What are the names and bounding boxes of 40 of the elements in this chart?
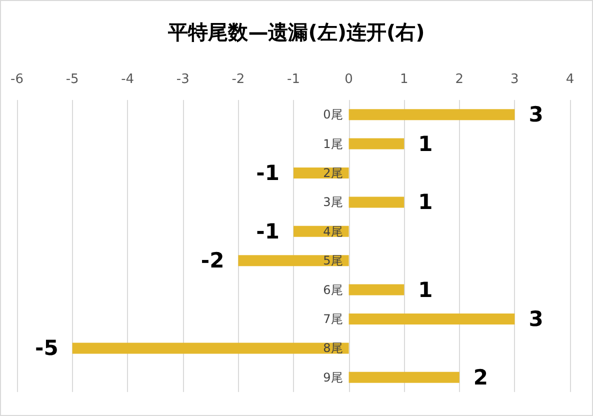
y-tick-label: 0尾	[323, 108, 343, 122]
y-tick-label: 1尾	[323, 136, 343, 151]
data-label: 1	[418, 190, 433, 214]
data-label: -1	[256, 161, 280, 185]
data-label: 3	[528, 307, 544, 331]
data-label: 1	[418, 132, 433, 156]
data-label: 2	[473, 365, 488, 390]
x-tick-label: 2	[455, 72, 464, 87]
x-tick-label: 3	[510, 72, 519, 87]
y-tick-label: 3尾	[323, 195, 343, 210]
data-label: 3	[528, 102, 544, 127]
y-tick-label: 5尾	[323, 254, 343, 268]
x-tick-label: 4	[566, 72, 574, 87]
y-tick-label: 2尾	[323, 166, 343, 180]
data-label: -5	[34, 336, 58, 360]
bar	[348, 138, 404, 150]
chart-title: 平特尾数—遗漏(左)连开(右)	[167, 20, 425, 44]
data-label: -2	[200, 248, 224, 273]
y-tick-label: 7尾	[323, 312, 343, 326]
x-tick-label: -5	[66, 72, 79, 87]
y-tick-label: 9尾	[323, 370, 343, 384]
x-tick-label: -2	[232, 72, 245, 87]
x-tick-label: 0	[344, 72, 353, 87]
x-tick-label: -4	[121, 72, 134, 87]
y-tick-label: 4尾	[323, 224, 343, 238]
bar	[348, 372, 460, 383]
x-tick-label: -3	[176, 72, 190, 87]
bar	[348, 109, 515, 120]
bar	[72, 342, 349, 354]
y-tick-label: 6尾	[323, 282, 343, 297]
x-tick-label: -6	[10, 72, 24, 87]
bar	[348, 196, 404, 208]
data-label: -1	[256, 219, 280, 244]
y-tick-label: 8尾	[323, 341, 343, 356]
bar	[348, 314, 515, 324]
x-tick-label: 1	[400, 72, 408, 87]
data-label: 1	[418, 278, 433, 302]
bar	[238, 255, 349, 266]
x-tick-label: -1	[287, 72, 300, 87]
bar	[348, 284, 404, 296]
